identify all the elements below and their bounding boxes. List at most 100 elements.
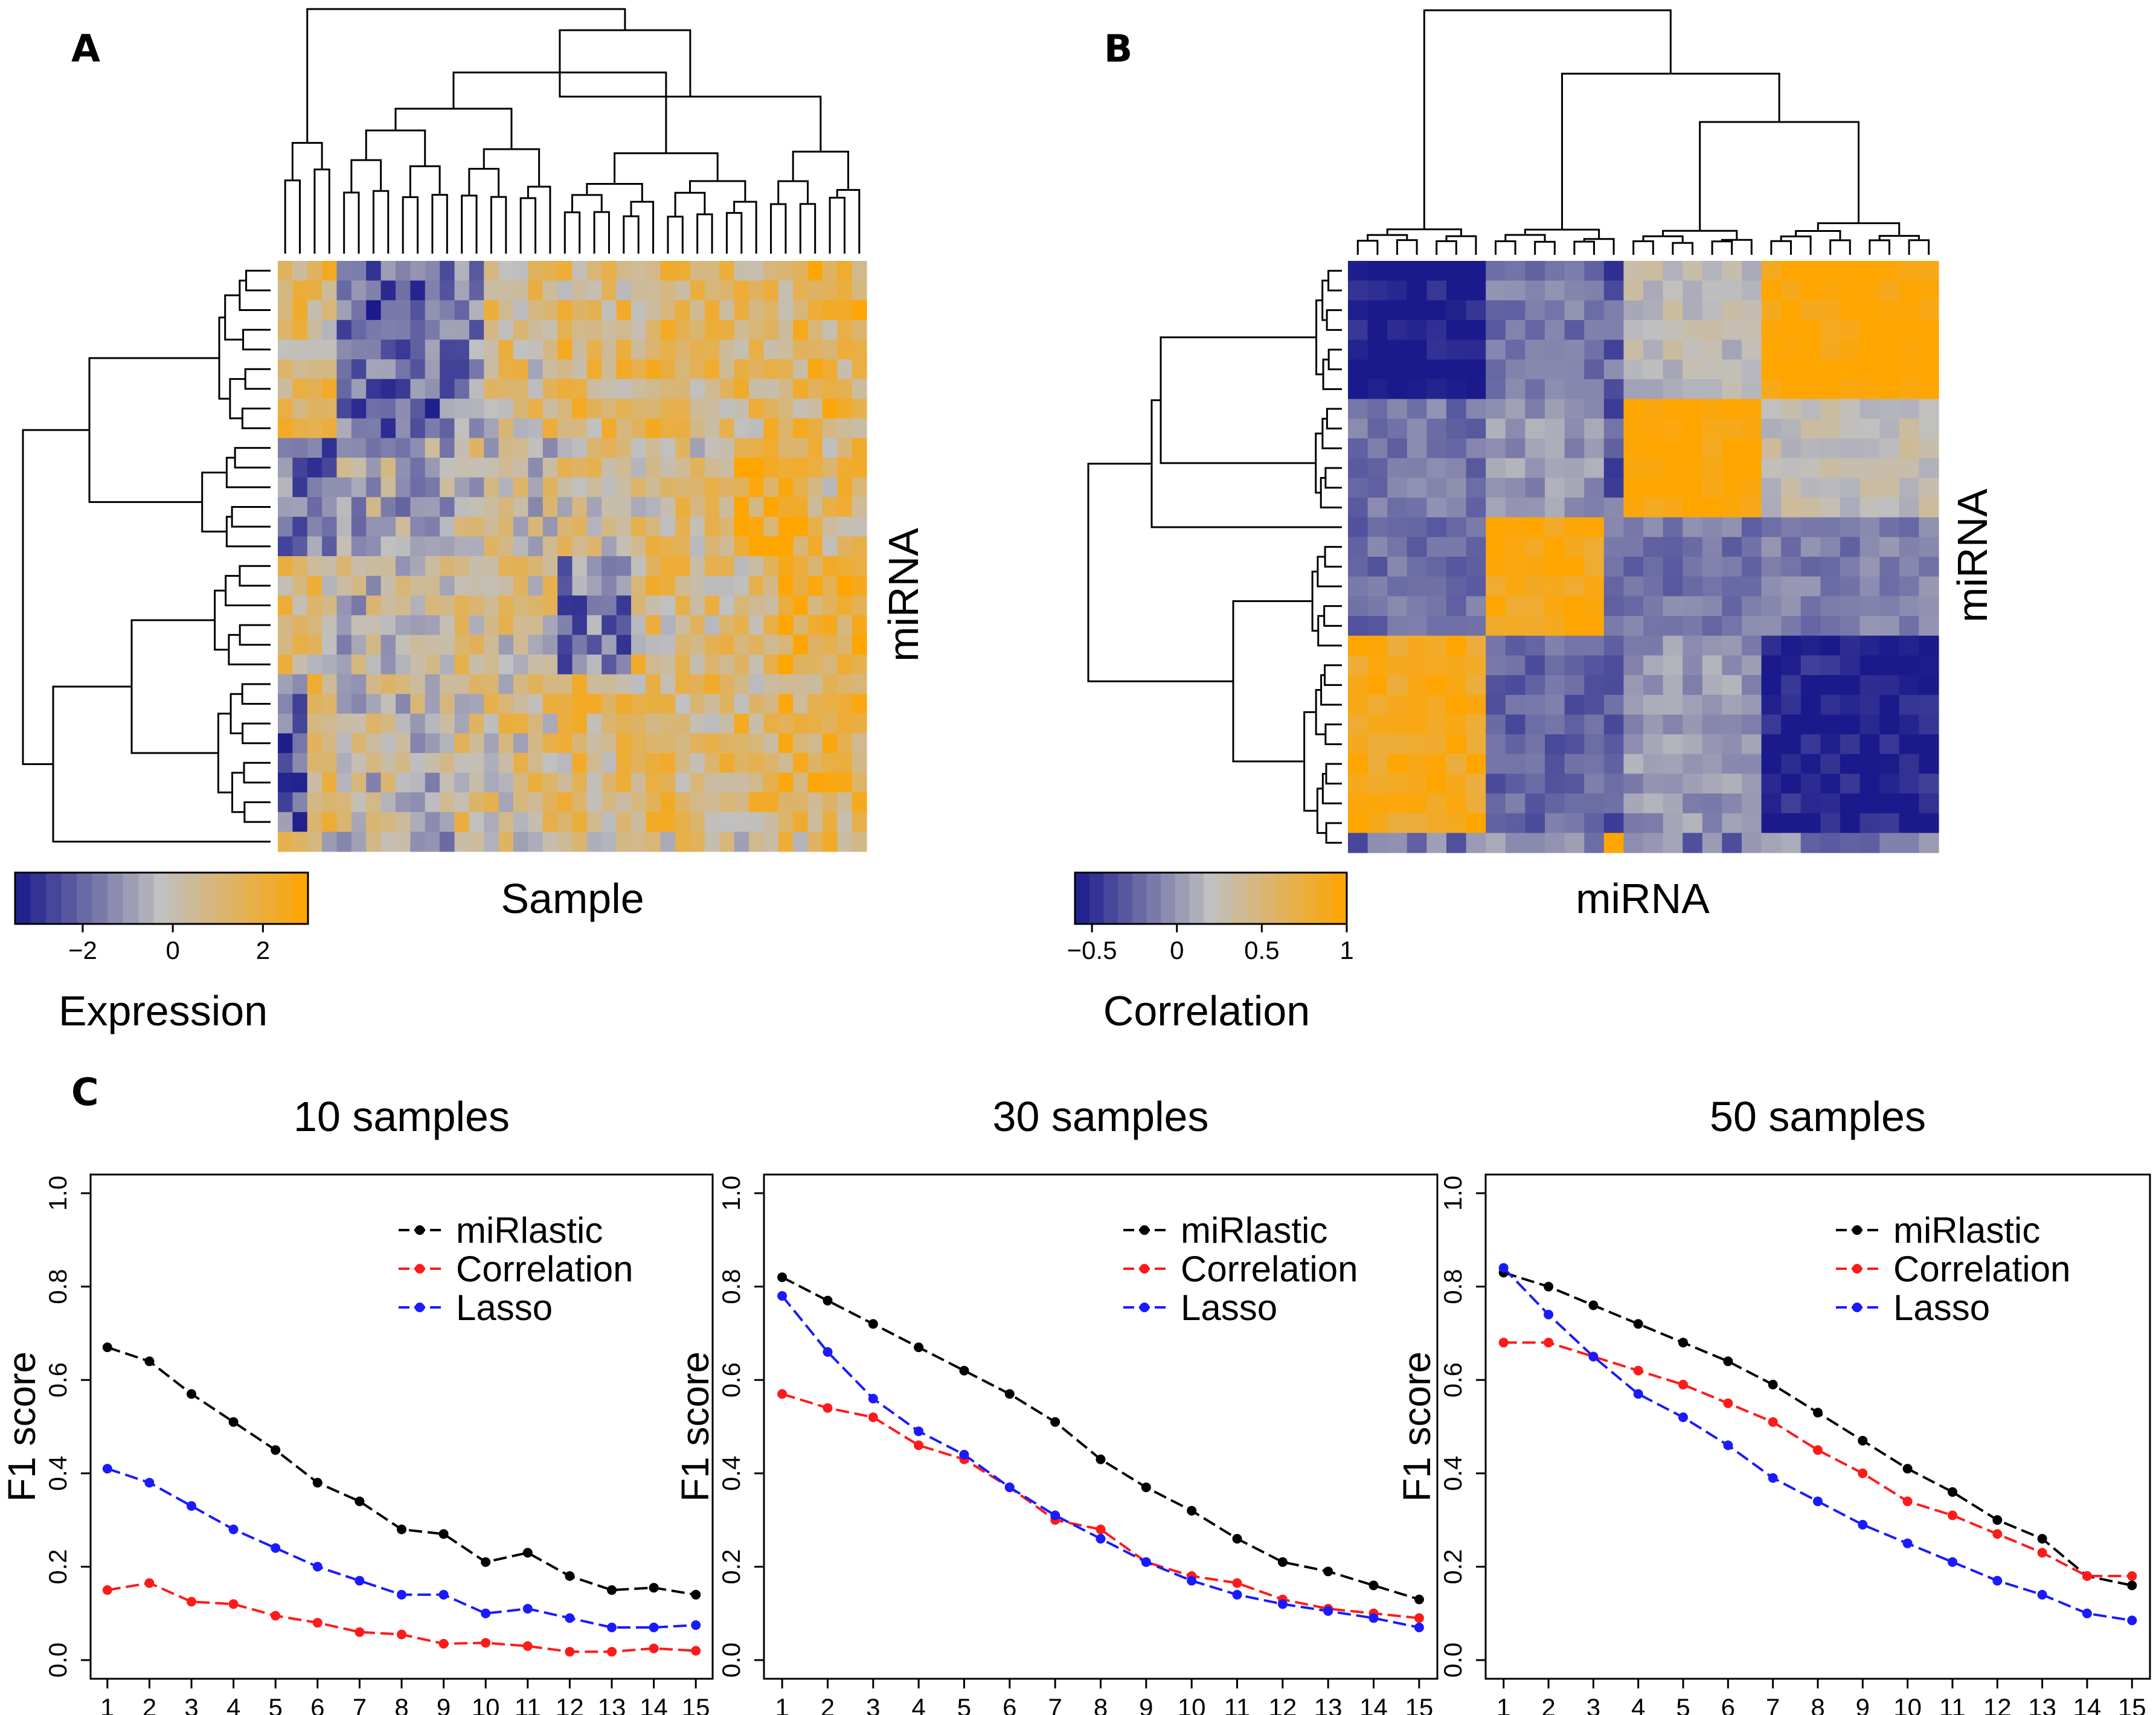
heatmap-cell (1643, 498, 1664, 518)
heatmap-cell (572, 595, 588, 616)
heatmap-cell (1840, 734, 1861, 755)
heatmap-cell (1722, 833, 1742, 853)
data-point (481, 1608, 491, 1618)
heatmap-cell (396, 595, 411, 616)
heatmap-cell (469, 753, 484, 774)
heatmap-cell (410, 339, 426, 360)
heatmap-cell (1623, 635, 1644, 656)
heatmap-cell (513, 792, 528, 813)
heatmap-cell (410, 575, 426, 596)
data-point (914, 1440, 924, 1451)
heatmap-cell (1879, 694, 1900, 715)
heatmap-cell (1742, 557, 1762, 577)
heatmap-cell (425, 516, 440, 537)
heatmap-cell (1683, 339, 1703, 360)
heatmap-cell (837, 575, 853, 596)
data-point (1678, 1379, 1688, 1390)
heatmap-cell (454, 635, 470, 655)
dendrogram-branch (1087, 463, 1233, 682)
heatmap-cell (278, 792, 293, 813)
heatmap-cell (1919, 300, 1939, 321)
heatmap-cell (1584, 616, 1605, 636)
heatmap-cell (498, 792, 514, 813)
heatmap-cell (852, 319, 867, 340)
heatmap-cell (410, 713, 426, 734)
heatmap-cell (1564, 714, 1585, 735)
heatmap-cell (307, 655, 322, 675)
heatmap-cell (498, 497, 514, 518)
heatmap-cell (719, 379, 735, 399)
heatmap-cell (1525, 261, 1545, 281)
heatmap-cell (380, 379, 396, 399)
heatmap-cell (1859, 616, 1880, 636)
data-point (355, 1576, 365, 1586)
heatmap-cell (1761, 714, 1782, 735)
heatmap-cell (1407, 418, 1427, 439)
heatmap-cell (763, 655, 779, 675)
heatmap-cell (425, 438, 440, 458)
heatmap-cell (586, 418, 602, 438)
heatmap-cell (336, 575, 352, 596)
x-tick-label: 14 (1359, 1693, 1388, 1715)
data-point (565, 1647, 575, 1657)
heatmap-cell (1919, 438, 1939, 459)
heatmap-cell (396, 300, 411, 321)
data-point (1050, 1510, 1060, 1521)
heatmap-cell (675, 261, 691, 281)
heatmap-cell (1545, 418, 1565, 439)
heatmap-cell (1505, 418, 1526, 439)
heatmap-cell (292, 458, 308, 478)
heatmap-cell (440, 516, 455, 537)
heatmap-cell (734, 595, 749, 616)
heatmap-cell (1426, 517, 1447, 537)
heatmap-cell (322, 674, 338, 694)
heatmap-cell (1643, 478, 1664, 498)
heatmap-cell (616, 339, 632, 360)
heatmap-cell (1683, 300, 1703, 321)
heatmap-cell (631, 635, 646, 655)
heatmap-cell (410, 359, 426, 380)
heatmap-cell (631, 772, 646, 793)
heatmap-cell (822, 615, 838, 635)
heatmap-cell (660, 438, 676, 458)
heatmap-cell (763, 280, 779, 301)
heatmap-cell (719, 300, 735, 321)
heatmap-cell (469, 595, 484, 616)
panel-a-xlabel: Sample (501, 875, 644, 922)
heatmap-cell (528, 812, 544, 832)
heatmap-cell (1367, 418, 1388, 439)
dendrogram-branch (725, 212, 743, 254)
heatmap-cell (1603, 261, 1624, 281)
heatmap-cell (1367, 557, 1388, 577)
heatmap-cell (1702, 399, 1722, 419)
heatmap-cell (1643, 675, 1664, 696)
heatmap-cell (602, 280, 617, 301)
heatmap-cell (837, 379, 853, 399)
heatmap-cell (586, 832, 602, 852)
heatmap-cell (469, 339, 484, 360)
heatmap-cell (557, 379, 573, 399)
heatmap-cell (1702, 458, 1722, 478)
heatmap-cell (440, 655, 455, 675)
dendrogram-branch (214, 589, 229, 651)
heatmap-cell (454, 359, 470, 380)
heatmap-cell (1623, 280, 1644, 301)
heatmap-cell (1683, 774, 1703, 794)
heatmap-cell (351, 556, 367, 577)
correlation-colorbar-swatch (1189, 873, 1204, 924)
heatmap-cell (1486, 418, 1506, 439)
heatmap-cell (572, 497, 588, 518)
heatmap-cell (1367, 261, 1388, 281)
heatmap-cell (1367, 774, 1388, 794)
heatmap-cell (690, 674, 705, 694)
heatmap-cell (396, 280, 411, 301)
heatmap-cell (542, 733, 558, 754)
heatmap-cell (307, 812, 322, 832)
heatmap-cell (1525, 576, 1545, 597)
legend-label: miRlastic (456, 1210, 603, 1251)
heatmap-cell (484, 556, 499, 577)
heatmap-cell (1348, 734, 1368, 755)
heatmap-cell (1564, 596, 1585, 617)
heatmap-cell (322, 300, 338, 321)
